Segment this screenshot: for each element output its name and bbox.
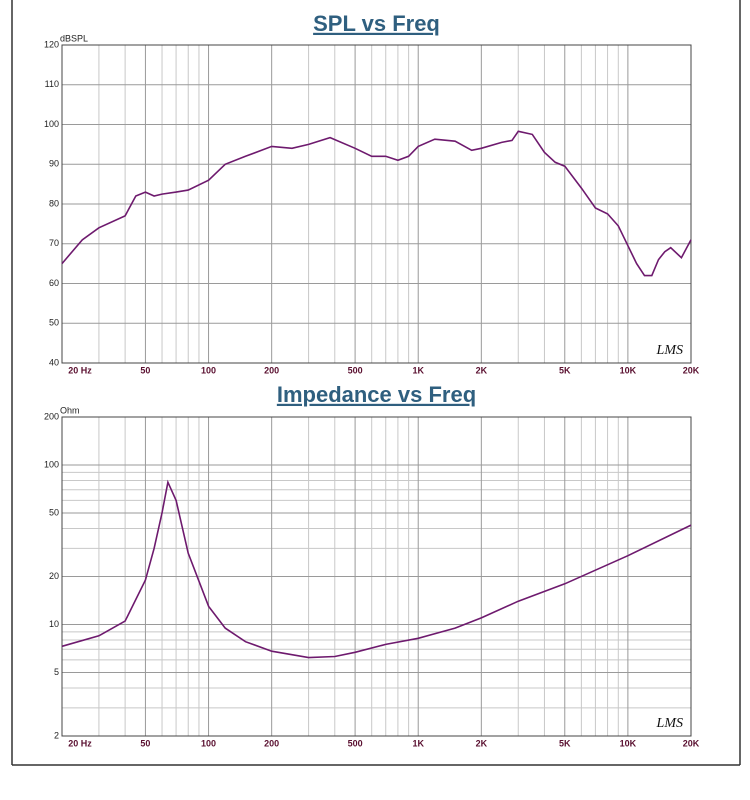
- y-tick-label: 5: [54, 667, 59, 677]
- y-tick-label: 2: [54, 730, 59, 740]
- y-tick-label: 200: [44, 411, 59, 421]
- x-tick-label: 50: [140, 738, 150, 748]
- y-tick-label: 110: [45, 79, 59, 89]
- x-tick-label: 200: [264, 738, 279, 748]
- x-tick-label: 2K: [476, 738, 488, 748]
- x-tick-label: 10K: [620, 738, 637, 748]
- y-tick-label: 10: [49, 619, 59, 629]
- y-tick-label: 50: [49, 318, 59, 328]
- y-tick-label: 120: [44, 39, 59, 49]
- plot-border: [61, 416, 692, 737]
- data-line: [61, 130, 692, 277]
- x-tick-label: 1K: [412, 365, 424, 375]
- x-tick-label: 1K: [412, 738, 424, 748]
- x-tick-label: 200: [264, 365, 279, 375]
- x-tick-label: 20K: [683, 365, 700, 375]
- watermark: LMS: [656, 343, 683, 358]
- x-tick-label: 5K: [559, 738, 571, 748]
- watermark: LMS: [656, 716, 683, 731]
- y-tick-label: 70: [49, 238, 59, 248]
- x-tick-label: 20 Hz: [68, 365, 92, 375]
- y-tick-label: 40: [49, 357, 59, 367]
- y-tick-label: 100: [44, 459, 59, 469]
- y-tick-label: 90: [49, 159, 59, 169]
- x-tick-label: 100: [201, 738, 216, 748]
- data-line: [61, 479, 692, 659]
- x-tick-label: 500: [348, 365, 363, 375]
- y-tick-label: 20: [49, 571, 59, 581]
- y-axis-label: dBSPL: [60, 33, 88, 43]
- x-tick-label: 2K: [476, 365, 488, 375]
- chart-title: Impedance vs Freq: [277, 382, 476, 407]
- y-axis-label: Ohm: [60, 405, 80, 415]
- y-tick-label: 50: [49, 507, 59, 517]
- chart-title: SPL vs Freq: [313, 11, 440, 36]
- x-tick-label: 20K: [683, 738, 700, 748]
- y-tick-label: 80: [49, 198, 59, 208]
- x-tick-label: 10K: [620, 365, 637, 375]
- x-tick-label: 50: [140, 365, 150, 375]
- y-tick-label: 60: [49, 278, 59, 288]
- x-tick-label: 5K: [559, 365, 571, 375]
- x-tick-label: 20 Hz: [68, 738, 92, 748]
- y-tick-label: 100: [44, 119, 59, 129]
- x-tick-label: 100: [201, 365, 216, 375]
- x-tick-label: 500: [348, 738, 363, 748]
- plot-border: [61, 44, 692, 364]
